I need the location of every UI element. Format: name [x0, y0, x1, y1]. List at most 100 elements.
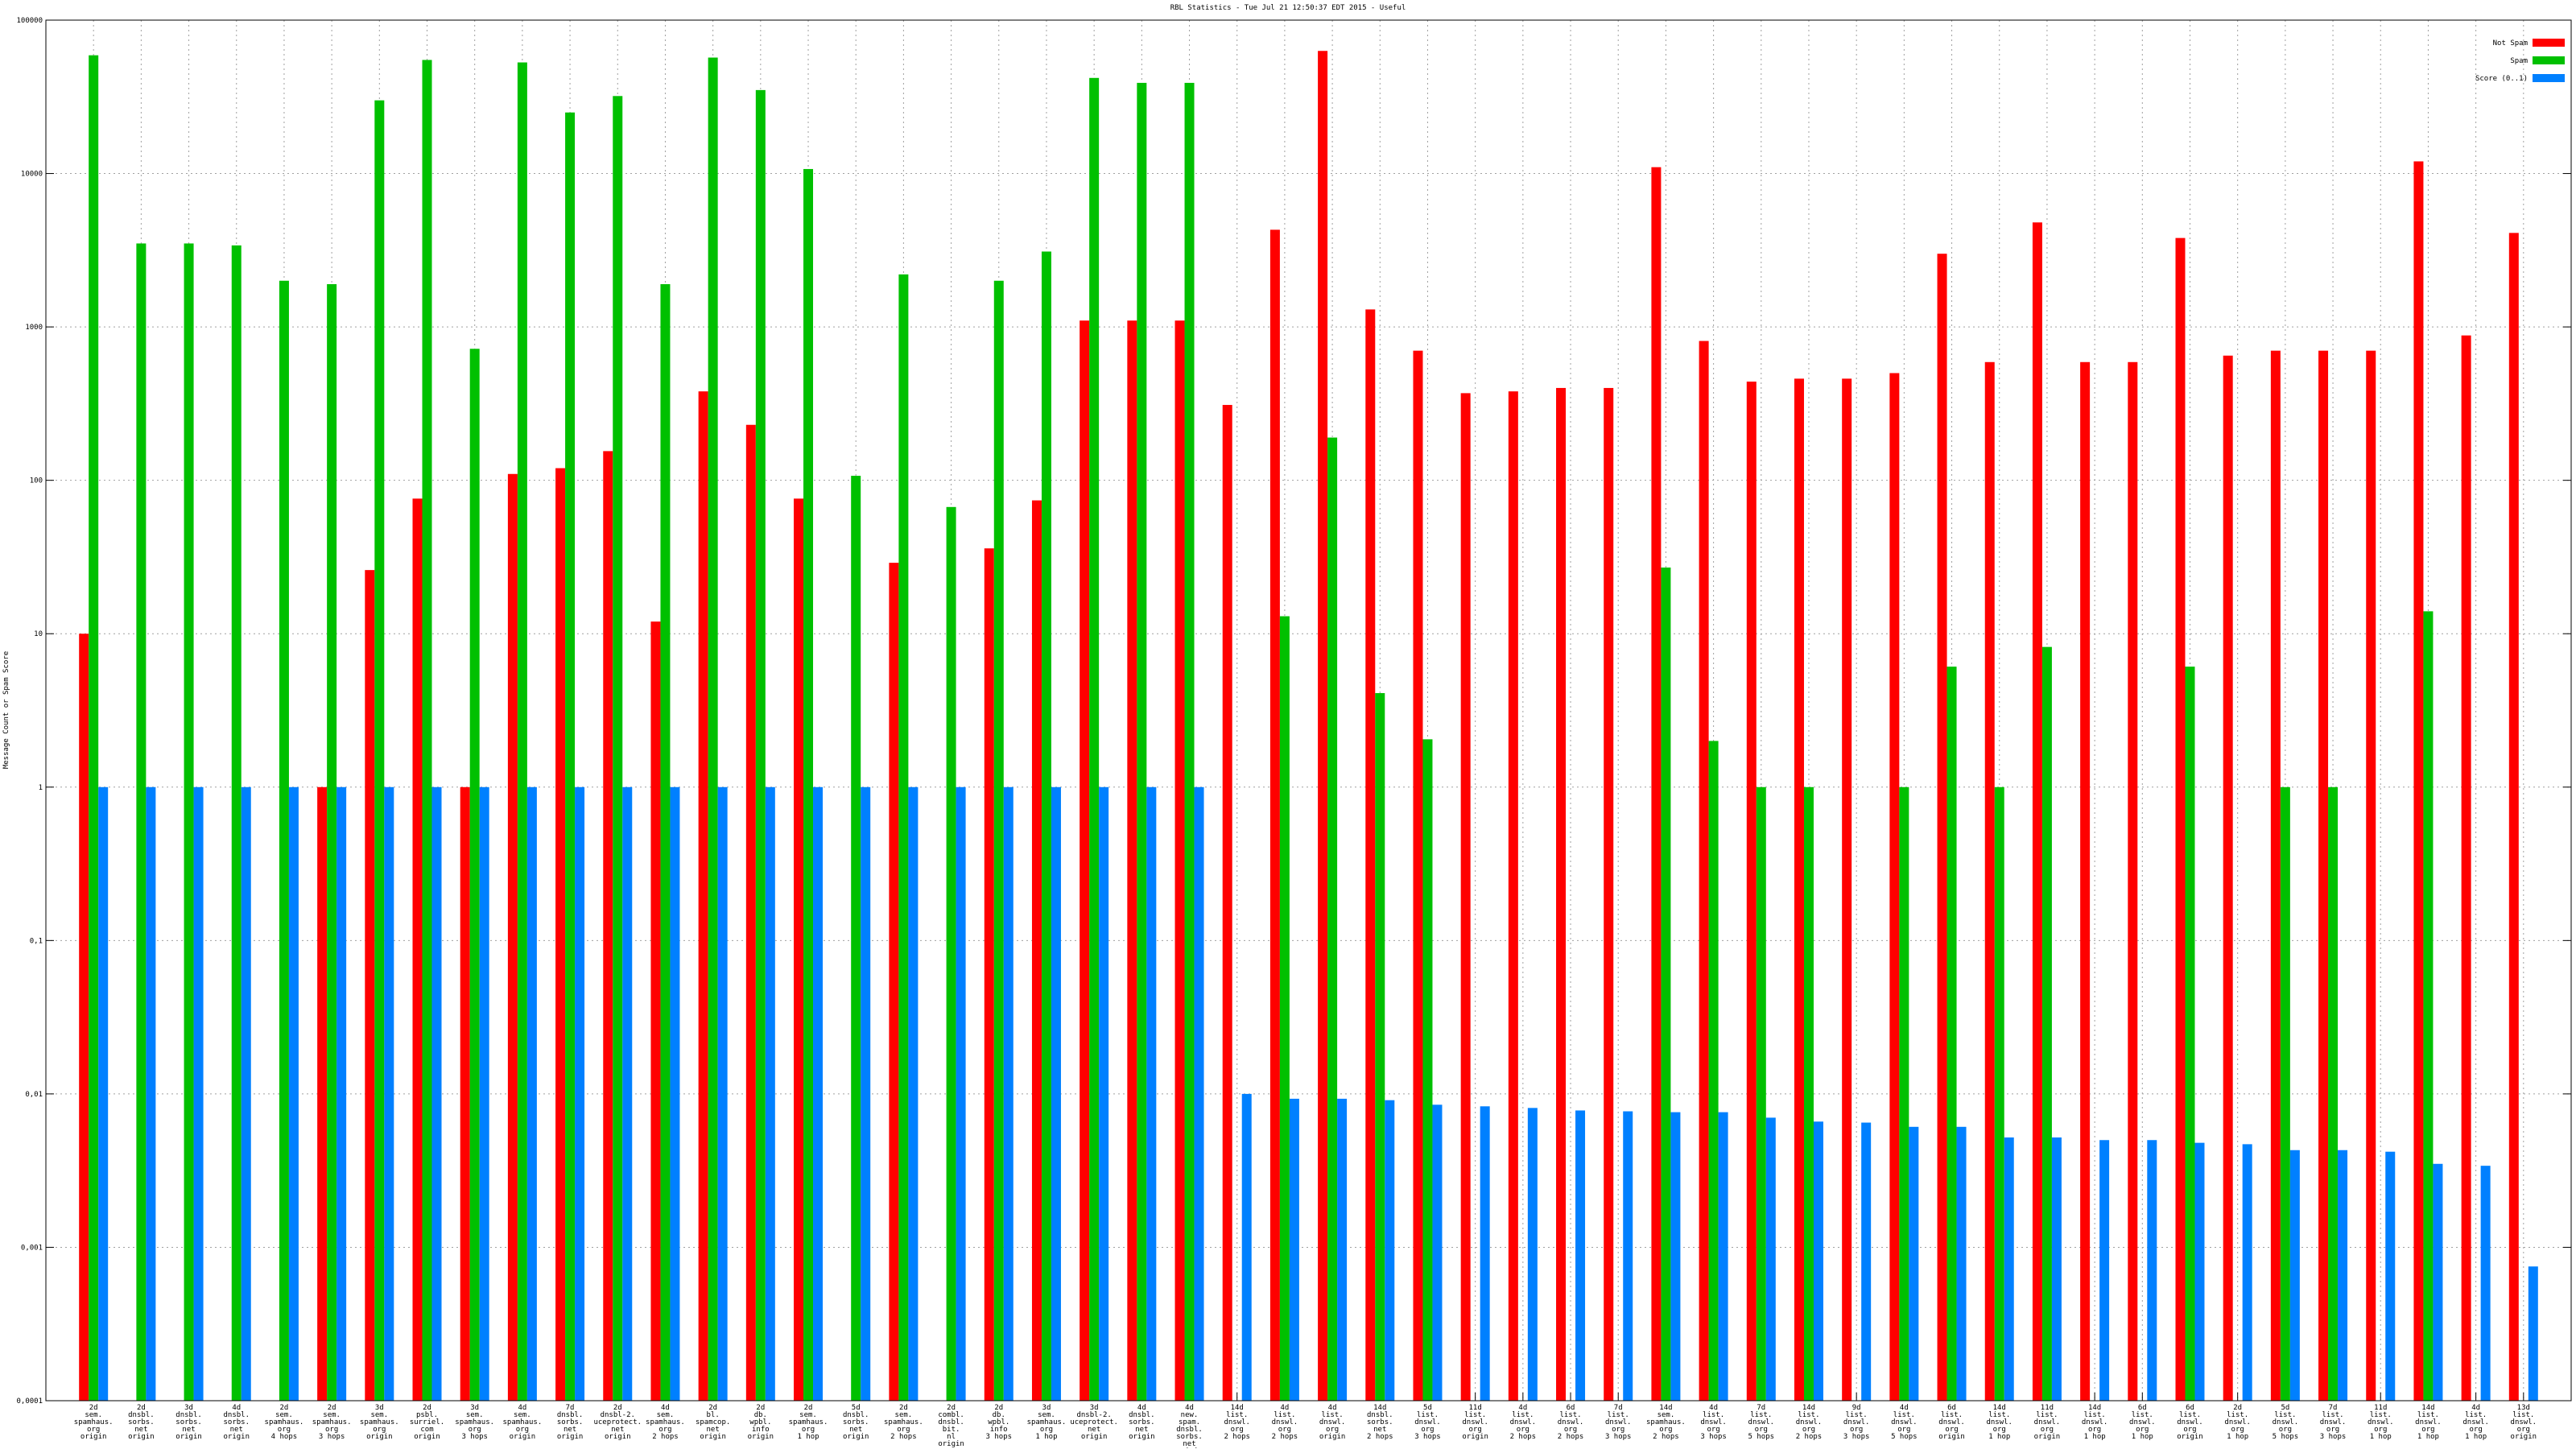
- bar: [1327, 437, 1338, 1402]
- x-tick-label: 2 hops: [1653, 1433, 1679, 1441]
- x-tick-label: 2d: [328, 1404, 336, 1412]
- bar: [622, 786, 633, 1401]
- bar: [507, 473, 518, 1401]
- x-tick-label: org: [1612, 1426, 1624, 1434]
- bar: [1460, 393, 1471, 1401]
- bar: [2194, 1142, 2205, 1401]
- x-tick-label: 1 hop: [797, 1433, 819, 1441]
- x-tick-label: list.: [2322, 1411, 2344, 1419]
- bar: [460, 786, 470, 1401]
- x-tick-label: 2d: [899, 1404, 908, 1412]
- bar: [765, 786, 775, 1401]
- x-tick-label: sorbs.: [843, 1418, 869, 1426]
- bar: [555, 468, 566, 1401]
- x-tick-label: sorbs.: [223, 1418, 250, 1426]
- bar: [1041, 251, 1051, 1402]
- bar: [2413, 161, 2424, 1401]
- x-tick-label: 4d: [2471, 1404, 2480, 1412]
- x-tick-label: org: [1993, 1426, 2006, 1434]
- x-tick-label: uceprotect.: [1070, 1418, 1118, 1426]
- x-tick-label: 4d: [1280, 1404, 1289, 1412]
- x-tick-label: 1 hop: [2084, 1433, 2106, 1441]
- x-tick-label: 2d: [994, 1404, 1003, 1412]
- x-tick-label: dnsbl.: [843, 1411, 869, 1419]
- x-tick-label: list.: [1559, 1411, 1581, 1419]
- x-tick-label: origin: [510, 1433, 536, 1441]
- x-tick-label: org: [373, 1426, 386, 1434]
- x-tick-label: 2d: [137, 1404, 146, 1412]
- y-tick-label: 0,0001: [16, 1397, 43, 1406]
- x-tick-label: 4d: [518, 1404, 526, 1412]
- x-tick-label: 2d: [756, 1404, 765, 1412]
- x-tick-label: spam.: [1179, 1418, 1200, 1426]
- x-tick-label: list.: [2036, 1411, 2058, 1419]
- bar: [1432, 1104, 1443, 1401]
- legend-label: Score (0..1): [2475, 75, 2528, 83]
- x-tick-label: sem.: [275, 1411, 293, 1419]
- bar: [1661, 568, 1671, 1401]
- x-tick-label: list.: [1893, 1411, 1915, 1419]
- x-tick-label: list.: [2465, 1411, 2487, 1419]
- y-tick-label: 100: [30, 477, 43, 485]
- x-tick-label: 1 hop: [2370, 1433, 2392, 1441]
- x-tick-label: list.: [1512, 1411, 1534, 1419]
- x-tick-label: list.: [2274, 1411, 2296, 1419]
- x-tick-label: list.: [1941, 1411, 1963, 1419]
- x-tick-label: spamhaus.: [789, 1418, 828, 1426]
- bar: [1241, 1093, 1252, 1401]
- bar: [1813, 1121, 1823, 1401]
- x-tick-label: 5 hops: [1891, 1433, 1918, 1441]
- x-tick-label: dnswl.: [2320, 1418, 2347, 1426]
- x-tick-label: 4d: [1185, 1404, 1194, 1412]
- bar: [1956, 1126, 1967, 1401]
- bar: [469, 349, 480, 1401]
- x-tick-label: list.: [2370, 1411, 2392, 1419]
- x-tick-label: org: [1659, 1426, 1672, 1434]
- x-tick-label: net: [1373, 1426, 1386, 1434]
- bar: [479, 786, 489, 1401]
- x-tick-label: 2 hops: [1558, 1433, 1584, 1441]
- bar: [79, 634, 89, 1401]
- bar: [2366, 350, 2376, 1401]
- bar: [908, 786, 919, 1401]
- x-tick-label: org: [1278, 1426, 1291, 1434]
- bar: [984, 548, 994, 1401]
- x-tick-label: dnswl.: [1224, 1418, 1250, 1426]
- chart-title: RBL Statistics - Tue Jul 21 12:50:37 EDT…: [1170, 4, 1406, 12]
- x-tick-label: org: [325, 1426, 338, 1434]
- bar: [2328, 786, 2339, 1401]
- x-tick-label: dnswl.: [1891, 1418, 1918, 1426]
- y-tick-label: 1: [39, 784, 43, 792]
- x-tick-label: 2d: [947, 1404, 956, 1412]
- x-tick-label: dnsbl.: [938, 1418, 964, 1426]
- x-tick-label: info: [990, 1426, 1008, 1434]
- bar: [136, 243, 147, 1401]
- legend-swatch: [2533, 56, 2565, 64]
- x-tick-label: bit.: [943, 1426, 960, 1434]
- x-tick-label: org: [2421, 1426, 2434, 1434]
- x-tick-label: list.: [1226, 1411, 1248, 1419]
- x-tick-label: 4d: [1709, 1404, 1718, 1412]
- x-tick-label: origin: [223, 1433, 250, 1441]
- x-tick-label: org: [1802, 1426, 1815, 1434]
- x-tick-label: 3d: [184, 1404, 193, 1412]
- x-tick-label: 14d: [1802, 1404, 1815, 1412]
- x-tick-label: list.: [2417, 1411, 2439, 1419]
- x-tick-label: 4d: [1518, 1404, 1527, 1412]
- x-tick-label: dnswl.: [2129, 1418, 2156, 1426]
- x-tick-label: list.: [1417, 1411, 1439, 1419]
- x-tick-label: db.: [754, 1411, 767, 1419]
- bar: [317, 786, 328, 1401]
- bar: [1604, 387, 1614, 1401]
- x-tick-label: dnsbl-2.: [1076, 1411, 1111, 1419]
- bar: [146, 786, 156, 1401]
- x-tick-label: spamhaus.: [502, 1418, 542, 1426]
- x-tick-label: sem.: [514, 1411, 531, 1419]
- bar: [1556, 387, 1567, 1401]
- x-tick-label: net: [1183, 1440, 1195, 1448]
- bar: [1422, 739, 1433, 1401]
- bar: [803, 168, 814, 1402]
- bar: [898, 274, 909, 1401]
- x-tick-label: org: [2041, 1426, 2054, 1434]
